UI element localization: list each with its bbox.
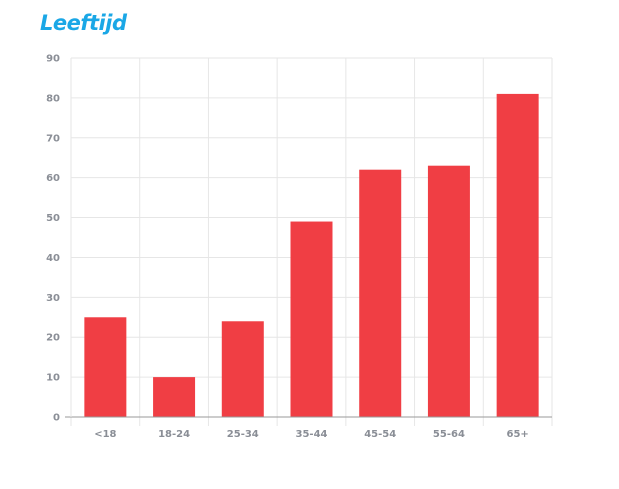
bar-4 bbox=[290, 221, 333, 417]
y-axis-labels: 0 10 20 30 40 50 60 70 80 90 bbox=[46, 54, 60, 424]
bar-5 bbox=[359, 169, 402, 417]
y-tick-label: 30 bbox=[46, 293, 60, 304]
bar-2 bbox=[153, 377, 196, 417]
y-tick-label: 50 bbox=[46, 213, 60, 224]
x-tick-label: 18-24 bbox=[158, 429, 190, 440]
x-tick-label: 25-34 bbox=[227, 429, 259, 440]
y-tick-label: 20 bbox=[46, 333, 60, 344]
y-tick-label: 90 bbox=[46, 54, 60, 65]
y-tick-label: 70 bbox=[46, 133, 60, 144]
y-tick-label: 40 bbox=[46, 253, 60, 264]
axes bbox=[65, 58, 552, 418]
x-tick-label: 55-64 bbox=[433, 429, 465, 440]
bar-3 bbox=[221, 321, 264, 417]
y-tick-label: 0 bbox=[53, 413, 60, 424]
bar-1 bbox=[84, 317, 127, 417]
bar-6 bbox=[427, 165, 470, 417]
y-tick-label: 60 bbox=[46, 173, 60, 184]
y-tick-label: 10 bbox=[46, 373, 60, 384]
x-tick-label: 35-44 bbox=[296, 429, 328, 440]
x-tick-label: <18 bbox=[94, 429, 116, 440]
x-tick-label: 45-54 bbox=[364, 429, 396, 440]
bars bbox=[84, 93, 539, 418]
x-tick-label: 65+ bbox=[506, 429, 528, 440]
y-tick-label: 80 bbox=[46, 93, 60, 104]
chart-title: Leeftijd bbox=[40, 11, 127, 35]
x-axis-labels: <18 18-24 25-34 35-44 45-54 55-64 65+ bbox=[94, 429, 529, 440]
bar-7 bbox=[496, 93, 539, 418]
